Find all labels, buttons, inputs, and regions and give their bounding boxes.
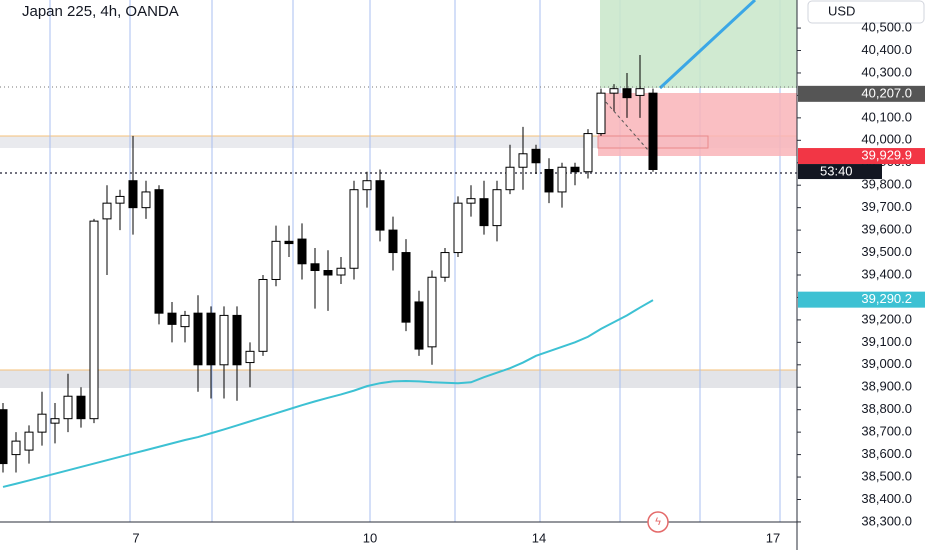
candle-body [128, 180, 138, 209]
candle-body [609, 88, 619, 94]
y-tick-label: 39,700.0 [861, 199, 912, 214]
event-icon[interactable] [647, 511, 669, 533]
moving-average [2, 299, 654, 488]
candle-body [479, 198, 489, 227]
y-tick-label: 40,000.0 [861, 132, 912, 147]
candle-body [102, 202, 112, 220]
candle-body [310, 263, 320, 272]
candle-body [440, 252, 450, 278]
candle-body [245, 350, 255, 364]
candle-body [63, 395, 73, 420]
candle-body [362, 180, 372, 191]
candle-body [284, 240, 294, 245]
y-tick-label: 40,100.0 [861, 109, 912, 124]
candle-body [37, 413, 47, 433]
profit-zone [600, 0, 797, 88]
y-tick-label: 38,700.0 [861, 424, 912, 439]
candle-body [115, 195, 125, 204]
price-badge-label: 39,929.9 [861, 147, 912, 162]
countdown-badge [798, 164, 882, 180]
candle-body [232, 314, 242, 366]
candle-body [505, 166, 515, 191]
candle-body [531, 148, 541, 164]
candle-body [596, 92, 606, 135]
x-tick-label: 14 [532, 530, 546, 545]
price-badge-label: 39,290.2 [861, 291, 912, 306]
candle-body [414, 301, 424, 350]
price-badge [798, 85, 925, 102]
countdown: 53:40 [820, 163, 853, 178]
candle-body [622, 88, 632, 99]
y-tick-label: 38,300.0 [861, 513, 912, 528]
candle-body [544, 168, 554, 193]
candle-body [167, 312, 177, 325]
candle-body [154, 189, 164, 314]
candle-body [492, 189, 502, 227]
candle-body [375, 180, 385, 231]
price-badge [798, 291, 925, 308]
candle-body [518, 153, 528, 168]
y-tick-label: 39,500.0 [861, 244, 912, 259]
y-tick-label: 38,400.0 [861, 491, 912, 506]
x-tick-label: 17 [766, 530, 780, 545]
candle-body [180, 314, 190, 328]
x-tick-label: 10 [363, 530, 377, 545]
price-badge [798, 148, 925, 165]
candle-body [466, 198, 476, 204]
candle-body [206, 312, 216, 366]
candle-body [297, 238, 307, 265]
y-tick-label: 39,000.0 [861, 356, 912, 371]
y-tick-label: 38,500.0 [861, 468, 912, 483]
price-badge-label: 40,207.0 [861, 85, 912, 100]
candle-body [557, 166, 567, 193]
currency: USD [828, 3, 855, 18]
candle-body [89, 220, 99, 420]
candle-body [635, 88, 645, 96]
candle-body [336, 267, 346, 276]
y-tick-label: 40,400.0 [861, 42, 912, 57]
y-tick-label: 39,100.0 [861, 334, 912, 349]
candle-body [570, 166, 580, 173]
loss-zone [598, 93, 797, 156]
y-tick-label: 40,500.0 [861, 19, 912, 34]
candle-body [388, 229, 398, 254]
candle-body [0, 409, 8, 465]
y-tick-label: 40,300.0 [861, 64, 912, 79]
candle-body [349, 189, 359, 269]
y-tick-label: 39,400.0 [861, 266, 912, 281]
candle-body [50, 418, 60, 424]
event-glyph: ϟ [655, 516, 661, 528]
candle-body [76, 395, 86, 420]
candle-body [271, 240, 281, 280]
y-tick-label: 39,800.0 [861, 177, 912, 192]
y-tick-label: 39,200.0 [861, 311, 912, 326]
trend-line [658, 0, 757, 90]
candle-body [141, 191, 151, 209]
y-tick-label: 38,900.0 [861, 379, 912, 394]
candle-body [453, 202, 463, 254]
candle-body [427, 276, 437, 348]
candle-body [401, 252, 411, 323]
candle-body [258, 278, 268, 352]
x-tick-label: 7 [132, 530, 139, 545]
candle-body [219, 314, 229, 366]
y-tick-label: 38,800.0 [861, 401, 912, 416]
candle-body [323, 270, 333, 276]
candle-body [583, 133, 593, 173]
chart-title: Japan 225, 4h, OANDA [22, 3, 179, 20]
candle-body [648, 92, 658, 170]
candle-body [24, 431, 34, 451]
candle-body [193, 312, 203, 366]
dashed-line [597, 92, 656, 159]
zone [0, 370, 797, 388]
y-tick-label: 38,600.0 [861, 446, 912, 461]
y-tick-label: 39,600.0 [861, 222, 912, 237]
candle-body [11, 440, 21, 456]
currency-box[interactable] [807, 0, 925, 24]
